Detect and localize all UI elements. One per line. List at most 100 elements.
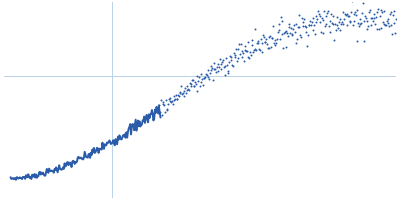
Point	[373, 16, 379, 19]
Point	[295, 25, 301, 28]
Point	[353, 13, 359, 16]
Point	[279, 33, 286, 36]
Point	[339, 20, 345, 23]
Point	[286, 22, 292, 25]
Point	[385, 17, 392, 21]
Point	[222, 74, 228, 77]
Point	[276, 22, 282, 25]
Point	[185, 87, 192, 91]
Point	[371, 16, 378, 19]
Point	[198, 80, 204, 84]
Point	[270, 24, 276, 27]
Point	[322, 14, 329, 17]
Point	[275, 31, 281, 34]
Point	[181, 89, 188, 93]
Point	[308, 21, 315, 24]
Point	[264, 42, 270, 46]
Point	[311, 24, 317, 27]
Point	[319, 17, 325, 20]
Point	[359, 11, 365, 14]
Point	[380, 10, 387, 13]
Point	[275, 28, 282, 31]
Point	[239, 49, 246, 53]
Point	[356, 24, 362, 28]
Point	[358, 22, 364, 25]
Point	[232, 55, 238, 59]
Point	[246, 56, 252, 59]
Point	[154, 108, 160, 111]
Point	[200, 77, 207, 80]
Point	[288, 27, 294, 30]
Point	[306, 23, 312, 26]
Point	[169, 99, 175, 102]
Point	[374, 11, 381, 14]
Point	[171, 94, 178, 98]
Point	[218, 68, 225, 71]
Point	[322, 24, 328, 28]
Point	[261, 35, 267, 38]
Point	[263, 37, 270, 40]
Point	[370, 19, 376, 22]
Point	[307, 20, 314, 23]
Point	[199, 77, 205, 81]
Point	[249, 44, 256, 47]
Point	[379, 10, 385, 13]
Point	[264, 46, 271, 49]
Point	[355, 21, 361, 25]
Point	[330, 23, 336, 26]
Point	[190, 85, 197, 88]
Point	[203, 72, 209, 75]
Point	[184, 88, 190, 91]
Point	[237, 53, 243, 56]
Point	[271, 42, 277, 45]
Point	[176, 90, 183, 94]
Point	[259, 50, 266, 54]
Point	[381, 22, 388, 25]
Point	[305, 34, 311, 37]
Point	[362, 14, 368, 17]
Point	[180, 95, 187, 98]
Point	[333, 15, 340, 19]
Point	[352, 10, 358, 13]
Point	[182, 86, 188, 89]
Point	[320, 19, 326, 22]
Point	[244, 49, 250, 52]
Point	[296, 14, 302, 17]
Point	[220, 58, 226, 61]
Point	[268, 45, 274, 49]
Point	[197, 72, 204, 75]
Point	[215, 63, 222, 66]
Point	[166, 97, 172, 101]
Point	[170, 99, 177, 102]
Point	[286, 25, 292, 28]
Point	[350, 23, 356, 26]
Point	[346, 14, 352, 17]
Point	[186, 89, 192, 92]
Point	[282, 30, 288, 33]
Point	[186, 81, 193, 84]
Point	[306, 24, 313, 27]
Point	[250, 50, 256, 53]
Point	[332, 23, 338, 26]
Point	[204, 73, 210, 77]
Point	[167, 96, 174, 99]
Point	[294, 37, 300, 40]
Point	[225, 69, 232, 72]
Point	[308, 23, 314, 26]
Point	[369, 16, 375, 19]
Point	[269, 37, 276, 40]
Point	[194, 90, 200, 93]
Point	[388, 24, 394, 27]
Point	[354, 8, 360, 11]
Point	[219, 60, 225, 64]
Point	[315, 9, 321, 13]
Point	[160, 103, 166, 106]
Point	[248, 53, 254, 57]
Point	[340, 23, 346, 26]
Point	[378, 9, 384, 12]
Point	[255, 41, 262, 44]
Point	[180, 92, 186, 95]
Point	[228, 59, 234, 62]
Point	[157, 115, 164, 118]
Point	[278, 15, 284, 18]
